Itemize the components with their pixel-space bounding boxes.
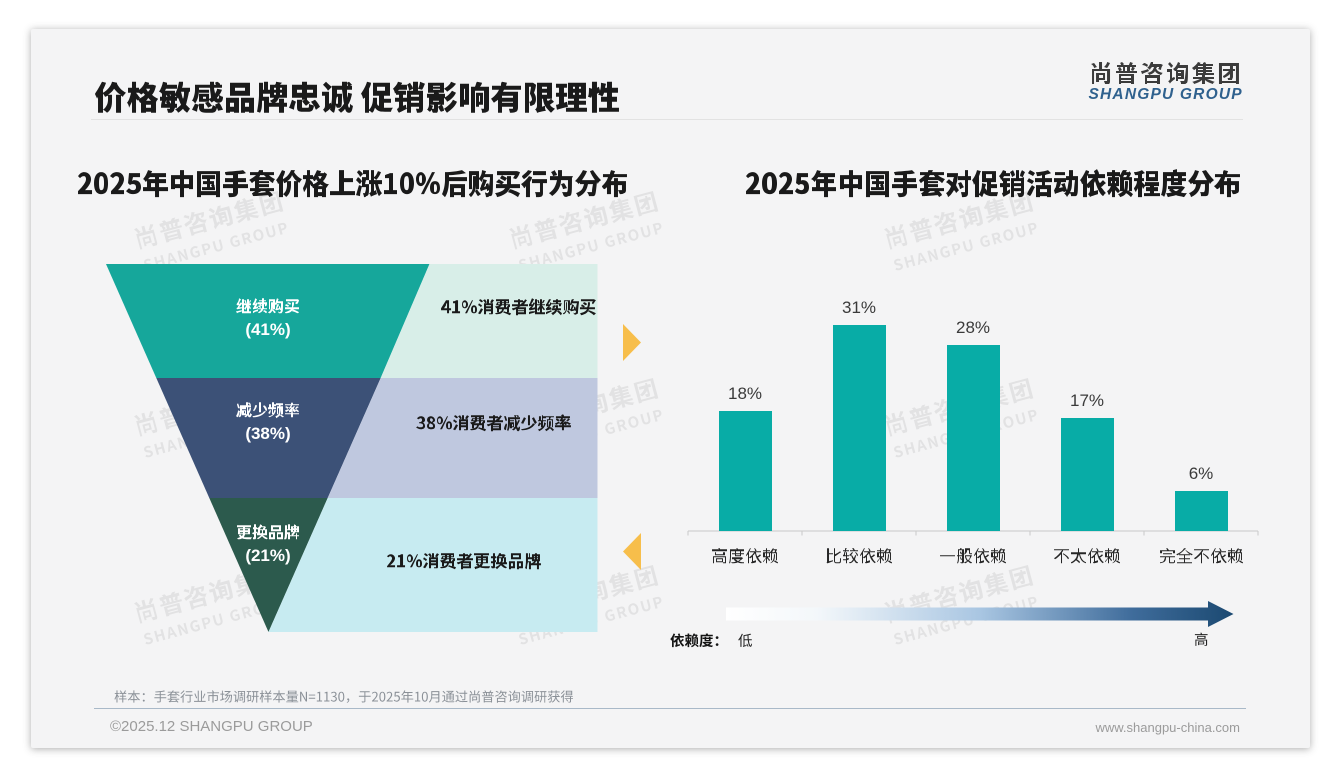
sample-note: 样本：手套行业市场调研样本量N=1130，于2025年10月通过尚普咨询调研获得 (114, 688, 576, 704)
bar-完全不依赖[interactable] (1174, 491, 1228, 531)
bar-不太依赖[interactable] (1060, 417, 1114, 531)
footer-website[interactable]: www.shangpu-china.com (1095, 720, 1240, 735)
funnel-note-box-1 (327, 378, 598, 498)
axis-tick (1029, 531, 1031, 536)
bar-category-label-2: 一般依赖 (939, 545, 1009, 566)
funnel-segment-label-1: 减少频率 (236, 400, 302, 420)
page-title: 价格敏感品牌忠诚 促销影响有限理性 (94, 76, 622, 116)
bar-category-label-1: 比较依赖 (825, 545, 895, 566)
bar-category-label-1-glyphs (826, 548, 892, 564)
funnel-pct-label-0: (41%) (245, 320, 291, 339)
bar-category-label-4-glyphs (1159, 548, 1243, 564)
bar-category-label-0-glyphs (712, 548, 778, 564)
left-arrow-icon (623, 533, 641, 570)
dependence-high-label: 高 (1194, 630, 1211, 648)
funnel-pct-label-1: (38%) (245, 423, 291, 443)
bar-一般依赖[interactable] (946, 344, 1000, 531)
dependence-label: 依赖度： (670, 631, 730, 649)
bar-category-label-0: 高度依赖 (711, 545, 781, 566)
funnel-segment-label-2: 更换品牌 (236, 522, 302, 542)
axis-tick (687, 531, 689, 536)
bar-高度依赖[interactable] (718, 411, 772, 531)
funnel-note-box-0 (380, 264, 598, 378)
dependence-high-label-glyphs (1195, 632, 1208, 647)
funnel-note-0: 41%消费者继续购买 (441, 296, 598, 317)
axis-tick (1257, 531, 1259, 536)
funnel-note-1: 38%消费者减少频率 (415, 412, 573, 433)
logo-en: SHANGPU GROUP (1088, 86, 1243, 103)
title-underline (91, 119, 1243, 120)
bar-value-label: 6% (1188, 464, 1214, 484)
funnel-segment-label-0: 继续购买 (236, 296, 302, 316)
funnel-note-2: 21%消费者更换品牌 (386, 550, 543, 571)
bar-value-label: 18% (727, 384, 763, 404)
axis-tick (801, 531, 803, 536)
funnel-pct-label-2: (21%) (245, 545, 291, 565)
dependence-gradient-arrow (726, 601, 1234, 627)
bar-category-label-4: 完全不依赖 (1159, 545, 1246, 566)
funnel-chart-title-glyphs (78, 169, 627, 197)
dependence-label-glyphs (670, 633, 719, 648)
axis-tick (1143, 531, 1145, 536)
slide-stage: 18% 31% 28% 17% 6% 价格敏感品牌忠诚 促销影响有限理性 2025年中国手… (31, 29, 1310, 748)
bar-比较依赖[interactable] (832, 324, 886, 531)
bar-category-label-3: 不太依赖 (1053, 545, 1123, 566)
bar-category-label-3-glyphs (1054, 548, 1120, 564)
logo-cn-glyphs (1090, 61, 1239, 84)
dependence-low-label: 低 (738, 631, 755, 649)
logo-cn: 尚普咨询集团 (1089, 58, 1243, 87)
bar-chart-title-glyphs (746, 168, 1240, 197)
dependence-low-label-glyphs (738, 633, 753, 648)
bar-chart-title: 2025年中国手套对促销活动依赖程度分布 (745, 165, 1243, 200)
right-arrow-icon (623, 324, 641, 361)
page-title-glyphs (94, 81, 619, 113)
bar-value-label: 17% (1069, 390, 1105, 410)
slide-card: 18% 31% 28% 17% 6% 价格敏感品牌忠诚 促销影响有限理性 2025年中国手… (31, 29, 1310, 748)
sample-note-glyphs (114, 690, 574, 703)
bar-category-label-2-glyphs (940, 548, 1006, 564)
funnel-chart-title: 2025年中国手套价格上涨10%后购买行为分布 (77, 165, 630, 200)
axis-tick (915, 531, 917, 536)
footer-divider (94, 708, 1246, 709)
bar-value-label: 31% (841, 297, 877, 317)
bar-value-label: 28% (955, 317, 991, 337)
footer-copyright: ©2025.12 SHANGPU GROUP (110, 717, 313, 735)
